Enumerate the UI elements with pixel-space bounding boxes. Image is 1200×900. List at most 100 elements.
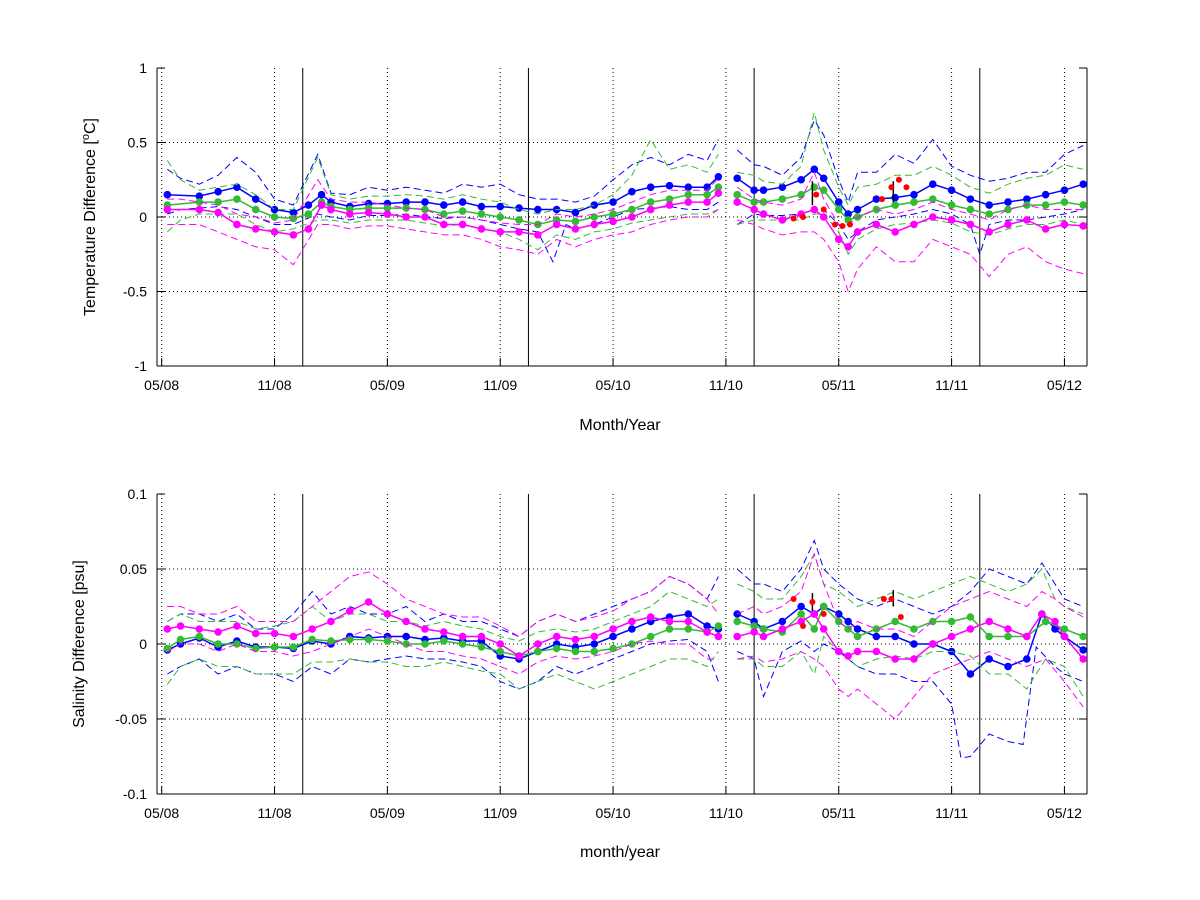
- temperature-magenta-point: [750, 205, 758, 214]
- temperature-blue-point: [872, 195, 881, 203]
- temperature-magenta-point: [819, 213, 828, 221]
- salinity-green-point: [163, 644, 172, 653]
- temperature-magenta-point: [364, 208, 373, 217]
- temperature-blue-point: [571, 208, 580, 217]
- temperature-ylabel-suffix: C]: [82, 118, 99, 134]
- temperature-magenta-point: [402, 213, 410, 221]
- salinity-magenta-point: [1051, 617, 1059, 626]
- temperature-ytick-label: -0.5: [123, 284, 147, 300]
- temperature-blue-point: [251, 195, 260, 203]
- temperature-magenta-point: [665, 201, 674, 209]
- temperature-magenta-point: [1060, 220, 1069, 229]
- temperature-green-point: [571, 217, 580, 226]
- temperature-magenta-point: [628, 213, 636, 221]
- temperature-magenta-point: [289, 231, 298, 239]
- salinity-green-point: [421, 640, 429, 648]
- temperature-green-point: [819, 186, 828, 194]
- temperature-blue-point: [304, 201, 313, 209]
- salinity-green-point: [364, 635, 373, 644]
- temperature-xtick-label: 05/08: [144, 377, 179, 393]
- temperature-magenta-point: [1023, 216, 1031, 224]
- salinity-magenta-point: [628, 617, 636, 626]
- temperature-blue-point: [684, 183, 693, 191]
- salinity-blue-point: [778, 617, 787, 626]
- temperature-magenta-point: [383, 210, 392, 218]
- temperature-ytick-label: -1: [135, 358, 148, 374]
- salinity-blue-point: [891, 632, 899, 641]
- temperature-red-point: [831, 221, 838, 228]
- temperature-magenta-point: [985, 228, 994, 236]
- salinity-magenta-point: [440, 628, 448, 636]
- salinity-red-point: [800, 623, 807, 629]
- salinity-magenta-point: [714, 632, 723, 641]
- temperature-green-point: [440, 210, 448, 218]
- salinity-xtick-label: 11/08: [258, 805, 292, 821]
- temperature-magenta-point: [714, 189, 723, 197]
- salinity-magenta-point: [872, 647, 881, 656]
- salinity-blue-point: [985, 655, 994, 663]
- temperature-blue-point: [496, 202, 505, 211]
- temperature-green-point: [910, 198, 918, 206]
- salinity-green-point: [759, 625, 768, 633]
- salinity-green-point: [270, 643, 279, 651]
- temperature-green-point: [458, 207, 467, 215]
- temperature-green-point: [891, 201, 899, 209]
- temperature-green-point: [759, 198, 768, 206]
- temperature-magenta-point: [646, 205, 655, 214]
- temperature-blue-point: [477, 202, 486, 211]
- temperature-magenta-point: [458, 220, 467, 229]
- salinity-green-point: [590, 647, 599, 656]
- salinity-xtick-label: 11/09: [483, 805, 517, 821]
- temperature-magenta-point: [1041, 225, 1050, 233]
- salinity-green-point: [477, 643, 486, 651]
- salinity-magenta-point: [515, 652, 523, 660]
- temperature-green-point: [515, 216, 523, 224]
- temperature-blue-point: [421, 198, 429, 206]
- temperature-magenta-point: [966, 220, 975, 229]
- salinity-magenta-point: [910, 655, 918, 663]
- salinity-magenta-point: [1060, 632, 1069, 641]
- temperature-ylabel: Temperature Difference [oC]: [80, 118, 99, 316]
- temperature-blue-point: [733, 174, 741, 183]
- temperature-magenta-point: [477, 225, 486, 233]
- temperature-magenta-point: [733, 198, 741, 206]
- salinity-green-point: [853, 632, 862, 641]
- salinity-magenta-point: [534, 640, 542, 648]
- temperature-green-point: [703, 190, 711, 199]
- temperature-xtick-label: 11/10: [709, 377, 743, 393]
- salinity-magenta-point: [985, 617, 994, 626]
- temperature-panel: Month/Year Temperature Difference [oC] -…: [80, 60, 1088, 434]
- temperature-green-point: [684, 190, 693, 199]
- temperature-blue-point: [609, 198, 617, 206]
- temperature-green-point: [628, 205, 636, 214]
- salinity-green-point: [1060, 625, 1069, 633]
- temperature-ylabel-degree: o: [80, 134, 92, 140]
- temperature-magenta-point: [891, 228, 899, 236]
- temperature-magenta-point: [195, 205, 204, 214]
- temperature-red-point: [847, 221, 854, 228]
- salinity-green-point: [797, 610, 805, 618]
- temperature-blue-point: [778, 183, 787, 191]
- temperature-ytick-label: 1: [139, 60, 147, 76]
- salinity-ytick-label: 0: [139, 636, 147, 652]
- temperature-magenta-point: [440, 220, 448, 229]
- temperature-blue-point: [910, 190, 918, 199]
- salinity-red-point: [790, 596, 797, 602]
- temperature-magenta-point: [810, 205, 819, 214]
- temperature-magenta-point: [496, 228, 505, 236]
- temperature-xtick-label: 11/11: [935, 377, 968, 393]
- salinity-green-point: [733, 617, 741, 626]
- salinity-blue-point: [590, 640, 599, 648]
- salinity-green-point: [1041, 617, 1050, 626]
- temperature-blue-point: [714, 172, 723, 181]
- salinity-xtick-label: 11/10: [709, 805, 743, 821]
- salinity-green-point: [308, 635, 316, 644]
- salinity-magenta-point: [844, 652, 852, 660]
- temperature-green-upper-bound: [166, 112, 1084, 215]
- salinity-green-point: [534, 647, 542, 656]
- salinity-blue-point: [853, 625, 862, 633]
- salinity-magenta-point: [646, 613, 655, 621]
- salinity-magenta-point: [496, 640, 505, 648]
- salinity-blue-point: [1023, 655, 1031, 663]
- temperature-blue-point: [1041, 190, 1050, 199]
